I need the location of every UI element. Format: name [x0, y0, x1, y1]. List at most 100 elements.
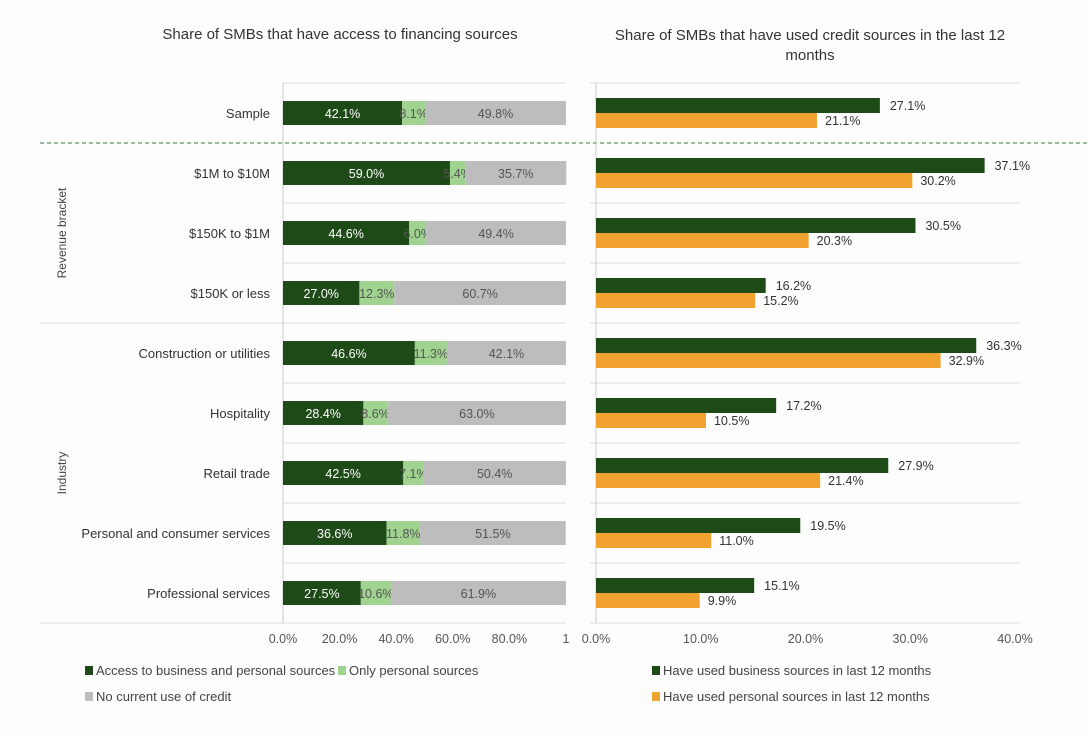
bar: [596, 473, 821, 488]
bar-value-label: 16.2%: [776, 279, 811, 293]
bar: [596, 413, 706, 428]
legend-label: Have used business sources in last 12 mo…: [663, 663, 932, 678]
bar: [596, 338, 977, 353]
bar-value-label: 42.1%: [489, 347, 524, 361]
bar-value-label: 63.0%: [459, 407, 494, 421]
bar: [596, 593, 700, 608]
bar-value-label: 30.5%: [925, 219, 960, 233]
bar: [596, 218, 916, 233]
category-label: $150K to $1M: [189, 226, 270, 241]
category-label: $1M to $10M: [194, 166, 270, 181]
stacked-bar-segment: [283, 281, 360, 305]
stacked-bar-segment: [426, 221, 566, 245]
bar-value-label: 27.5%: [304, 587, 339, 601]
bar: [596, 533, 712, 548]
bar-value-label: 8.6%: [361, 407, 390, 421]
stacked-bar-segment: [283, 161, 450, 185]
stacked-bar-segment: [402, 101, 426, 125]
legend-swatch: [85, 666, 93, 675]
stacked-bar-segment: [283, 101, 403, 125]
bar-value-label: 11.3%: [414, 347, 449, 361]
stacked-bar-segment: [425, 101, 566, 125]
group-label-industry: Industry: [55, 452, 69, 495]
legend-label: No current use of credit: [96, 689, 232, 704]
bar-value-label: 36.3%: [986, 339, 1021, 353]
bar-value-label: 30.2%: [920, 174, 955, 188]
stacked-bar-segment: [403, 461, 424, 485]
bar-value-label: 6.0%: [403, 227, 432, 241]
bar: [596, 458, 889, 473]
x-tick-label: 30.0%: [893, 632, 928, 646]
category-label: Professional services: [147, 586, 270, 601]
bar: [596, 233, 809, 248]
stacked-bar-segment: [394, 281, 566, 305]
bar-value-label: 28.4%: [305, 407, 340, 421]
legend-item-3: Have used business sources in last 12 mo…: [652, 663, 931, 678]
bar-value-label: 20.3%: [817, 234, 852, 248]
stacked-bar-segment: [414, 341, 447, 365]
bar-value-label: 37.1%: [995, 159, 1030, 173]
right-chart-title: Share of SMBs that have used credit sour…: [614, 27, 1006, 64]
stacked-bar-segment: [449, 161, 466, 185]
x-tick-label: 20.0%: [322, 632, 357, 646]
bar-value-label: 61.9%: [461, 587, 496, 601]
stacked-bar-segment: [419, 521, 566, 545]
bar-value-label: 50.4%: [477, 467, 512, 481]
category-label: Sample: [226, 106, 270, 121]
bar: [596, 113, 818, 128]
legend-swatch: [652, 692, 660, 701]
left-chart-title: Share of SMBs that have access to financ…: [162, 26, 518, 43]
bar-value-label: 10.6%: [358, 587, 393, 601]
bar-value-label: 17.2%: [786, 399, 821, 413]
bar-value-label: 60.7%: [462, 287, 497, 301]
stacked-bar-segment: [387, 401, 566, 425]
stacked-bar-segment: [409, 221, 427, 245]
category-label: Hospitality: [210, 406, 270, 421]
x-tick-label: 0.0%: [582, 632, 611, 646]
stacked-bar-segment: [386, 521, 420, 545]
bar-value-label: 51.5%: [475, 527, 510, 541]
legend-swatch: [652, 666, 660, 675]
bar-value-label: 15.1%: [764, 579, 799, 593]
legend-label: Access to business and personal sources: [96, 663, 336, 678]
bar: [596, 278, 766, 293]
bar-value-label: 27.1%: [890, 99, 925, 113]
x-tick-label: 60.0%: [435, 632, 470, 646]
bar-value-label: 19.5%: [810, 519, 845, 533]
bar-value-label: 7.1%: [399, 467, 428, 481]
stacked-bar-segment: [283, 581, 361, 605]
legend-swatch: [338, 666, 346, 675]
bar: [596, 398, 777, 413]
x-tick-label: 20.0%: [788, 632, 823, 646]
x-tick-label: 10.0%: [683, 632, 718, 646]
bar-value-label: 27.9%: [898, 459, 933, 473]
stacked-bar-segment: [283, 341, 415, 365]
category-label: Personal and consumer services: [81, 526, 270, 541]
bar-value-label: 27.0%: [303, 287, 338, 301]
bar-value-label: 49.8%: [478, 107, 513, 121]
bar: [596, 353, 941, 368]
legend-item-4: Have used personal sources in last 12 mo…: [652, 689, 930, 704]
bar-value-label: 21.4%: [828, 474, 863, 488]
bar-value-label: 49.4%: [478, 227, 513, 241]
bar-value-label: 42.1%: [325, 107, 360, 121]
stacked-bar-segment: [390, 581, 566, 605]
category-label: Retail trade: [204, 466, 270, 481]
stacked-bar-segment: [423, 461, 566, 485]
stacked-bar-segment: [360, 581, 391, 605]
stacked-bar-segment: [359, 281, 395, 305]
bar-value-label: 36.6%: [317, 527, 352, 541]
category-label: $150K or less: [191, 286, 271, 301]
x-tick-label: 0.0%: [269, 632, 298, 646]
legend-item-1: Only personal sources: [338, 663, 478, 678]
bar: [596, 158, 985, 173]
legend-swatch: [85, 692, 93, 701]
stacked-bar-segment: [283, 401, 364, 425]
bar: [596, 293, 756, 308]
bar-value-label: 44.6%: [328, 227, 363, 241]
stacked-bar-segment: [446, 341, 566, 365]
bar: [596, 173, 913, 188]
stacked-bar-segment: [283, 521, 387, 545]
